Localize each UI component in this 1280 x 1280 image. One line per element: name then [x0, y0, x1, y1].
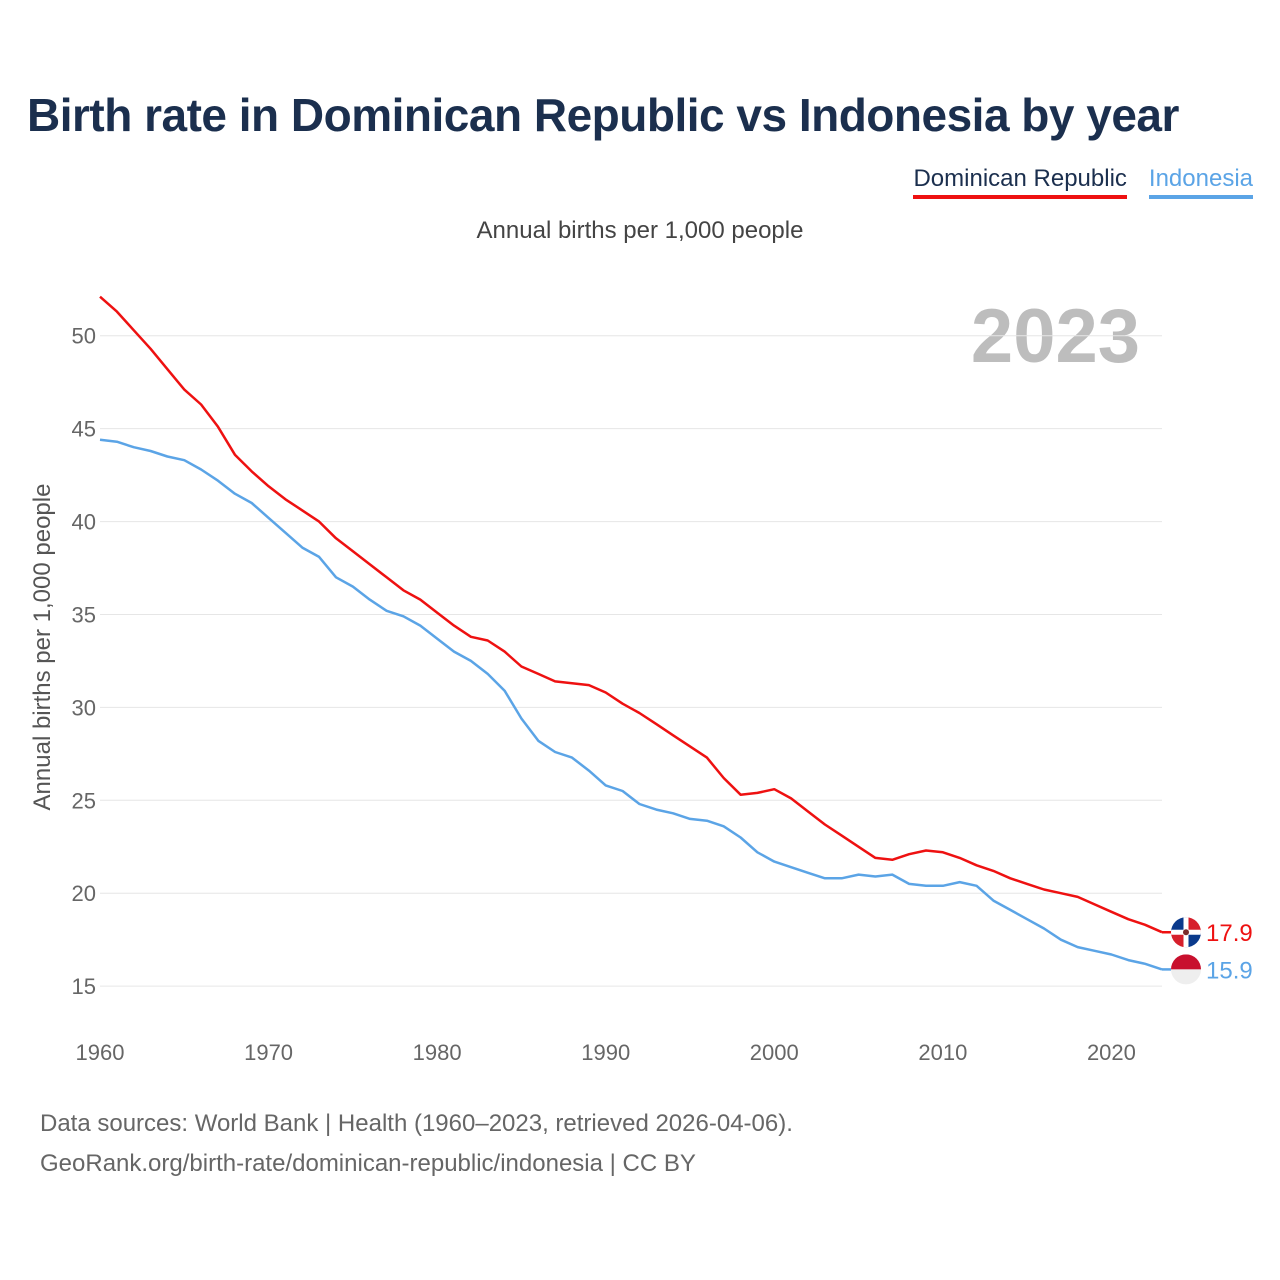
series-line-dominican-republic [99, 295, 1163, 934]
x-tick-label: 1970 [244, 1040, 293, 1065]
x-tick-label: 2020 [1087, 1040, 1136, 1065]
chart-subtitle: Annual births per 1,000 people [476, 217, 804, 244]
attribution-link[interactable]: GeoRank.org/birth-rate/dominican-republi… [40, 1150, 696, 1177]
y-axis-label: Annual births per 1,000 people [29, 484, 56, 811]
footer: Data sources: World Bank | Health (1960–… [40, 1104, 793, 1184]
year-watermark: 2023 [971, 294, 1140, 379]
flag-indonesia-icon [1171, 954, 1201, 985]
x-tick-label: 2000 [750, 1040, 799, 1065]
series-line-indonesia [99, 438, 1163, 971]
legend-item-dominican-republic[interactable]: Dominican Republic [913, 165, 1127, 199]
legend-item-indonesia[interactable]: Indonesia [1148, 165, 1253, 199]
x-tick-label: 1980 [413, 1040, 462, 1065]
y-tick-label: 25 [72, 788, 96, 813]
y-tick-label: 35 [72, 602, 96, 627]
end-value-label-indonesia: 15.9 [1206, 957, 1253, 984]
x-tick-label: 2010 [918, 1040, 967, 1065]
data-source-note: Data sources: World Bank | Health (1960–… [40, 1110, 793, 1137]
y-tick-label: 40 [72, 510, 96, 535]
y-tick-label: 45 [72, 417, 96, 442]
y-tick-label: 20 [72, 881, 96, 906]
chart-title: Birth rate in Dominican Republic vs Indo… [27, 89, 1179, 141]
y-tick-label: 15 [72, 974, 96, 999]
y-tick-label: 30 [72, 695, 96, 720]
x-tick-label: 1990 [581, 1040, 630, 1065]
end-value-label-dominican-republic: 17.9 [1206, 920, 1253, 947]
y-tick-label: 50 [72, 324, 96, 349]
flag-dominican-republic-icon [1171, 917, 1201, 948]
x-tick-label: 1960 [76, 1040, 125, 1065]
legend: Dominican Republic Indonesia [913, 165, 1253, 199]
